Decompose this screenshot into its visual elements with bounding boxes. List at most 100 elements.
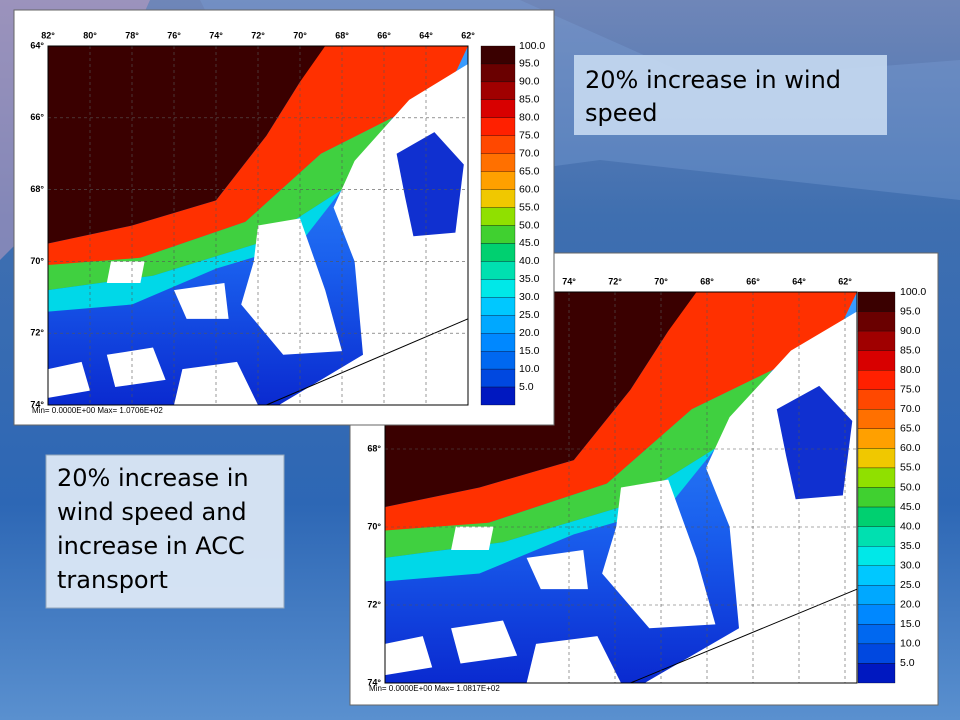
colorbar-cell: [480, 333, 516, 352]
colorbar-cell: [480, 45, 516, 65]
colorbar-cell: [480, 225, 516, 244]
colorbar-label: 5.0: [900, 657, 915, 669]
text-line: wind speed and: [57, 498, 247, 526]
colorbar-label: 95.0: [900, 305, 921, 317]
stats: Min= 0.0000E+00 Max= 1.0817E+02: [369, 684, 500, 693]
colorbar-label: 85.0: [519, 94, 540, 106]
colorbar-label: 80.0: [519, 112, 540, 124]
colorbar-cell: [480, 63, 516, 83]
lat-label: 72°: [367, 599, 381, 609]
colorbar-label: 45.0: [900, 501, 921, 513]
plot-border: [384, 291, 858, 684]
colorbar-label: 45.0: [519, 237, 540, 249]
colorbar-label: 5.0: [519, 381, 534, 393]
lon-label: 62°: [461, 30, 475, 40]
colorbar-cell: [480, 99, 516, 118]
map-region: [602, 479, 716, 629]
text-box-2: 20% increase in wind speed and increase …: [45, 454, 285, 609]
colorbar-label: 25.0: [900, 579, 921, 591]
map-region: [451, 526, 494, 551]
map-region: [526, 636, 621, 683]
lat-label: 70°: [367, 521, 381, 531]
colorbar-label: 65.0: [900, 423, 921, 435]
colorbar-label: 95.0: [519, 58, 540, 70]
colorbar-label: 35.0: [519, 273, 540, 285]
lat-label: 66°: [30, 112, 44, 122]
colorbar-label: 30.0: [519, 291, 540, 303]
text-line: speed: [585, 99, 658, 127]
colorbar-label: 60.0: [519, 183, 540, 195]
colorbar-label: 90.0: [519, 76, 540, 88]
colorbar-label: 75.0: [519, 130, 540, 142]
colorbar-label: 60.0: [900, 442, 921, 454]
lon-label: 64°: [792, 276, 806, 286]
lon-label: 78°: [125, 30, 139, 40]
colorbar-label: 70.0: [900, 403, 921, 415]
colorbar-cell: [480, 350, 516, 370]
colorbar-cell: [480, 368, 516, 388]
colorbar-cell: [857, 546, 896, 566]
colorbar-cell: [857, 330, 896, 351]
colorbar-cell: [480, 207, 516, 226]
colorbar-cell: [857, 506, 896, 527]
colorbar-cell: [480, 297, 516, 316]
colorbar-label: 20.0: [900, 599, 921, 611]
lon-label: 66°: [377, 30, 391, 40]
colorbar-label: 35.0: [900, 540, 921, 552]
colorbar-cell: [857, 467, 896, 488]
colorbar-cell: [480, 261, 516, 280]
colorbar-cell: [480, 81, 516, 101]
lat-label: 64°: [30, 40, 44, 50]
colorbar-cell: [857, 526, 896, 547]
colorbar-label: 40.0: [519, 255, 540, 267]
colorbar-label: 10.0: [900, 638, 921, 650]
colorbar-cell: [857, 311, 896, 332]
colorbar-label: 90.0: [900, 325, 921, 337]
map-region: [526, 550, 588, 590]
colorbar-cell: [480, 117, 516, 136]
text-box-bg: [45, 454, 285, 609]
map-panel: 82° 80° 78° 76° 74° 72° 70° 68° 66° 64° 62° 64° 66° 6…: [13, 9, 555, 426]
colorbar-cell: [480, 315, 516, 334]
colorbar-cell: [857, 663, 896, 684]
map-region: [48, 46, 468, 269]
colorbar-cell: [480, 153, 516, 172]
lon-label: 64°: [419, 30, 433, 40]
colorbar-cell: [857, 604, 896, 625]
colorbar-cell: [857, 565, 896, 586]
colorbar-cell: [857, 487, 896, 508]
colorbar-label: 15.0: [519, 345, 540, 357]
map-region: [241, 218, 342, 355]
lat-label: 74°: [367, 677, 381, 687]
map-region: [451, 620, 518, 664]
colorbar-label: 25.0: [519, 309, 540, 321]
lon-label: 66°: [746, 276, 760, 286]
colorbar-label: 15.0: [900, 618, 921, 630]
colorbar-label: 70.0: [519, 147, 540, 159]
colorbar-cell: [857, 624, 896, 645]
lat-label: 74°: [30, 399, 44, 409]
lon-label: 74°: [562, 276, 576, 286]
lon-label: 76°: [167, 30, 181, 40]
colorbar-label: 50.0: [519, 219, 540, 231]
maps: 74° 72° 70° 68° 66° 64° 62° 68° 70° 72° 74° 100.0 95…: [13, 9, 939, 706]
colorbar-label: 85.0: [900, 344, 921, 356]
colorbar-label: 55.0: [900, 462, 921, 474]
colorbar-label: 100.0: [900, 286, 926, 298]
stats: Min= 0.0000E+00 Max= 1.0706E+02: [32, 406, 163, 415]
text-line: 20% increase in wind: [585, 66, 841, 94]
text-line: transport: [57, 566, 168, 594]
map-region: [106, 347, 166, 388]
map-region: [48, 361, 90, 398]
colorbar-label: 20.0: [519, 327, 540, 339]
colorbar-cell: [857, 585, 896, 605]
colorbar-cell: [857, 448, 896, 469]
lat-label: 68°: [30, 184, 44, 194]
map-region: [396, 132, 464, 237]
colorbar-label: 30.0: [900, 559, 921, 571]
colorbar-label: 40.0: [900, 520, 921, 532]
colorbar-label: 75.0: [900, 384, 921, 396]
colorbar-cell: [480, 279, 516, 298]
colorbar-cell: [480, 189, 516, 208]
